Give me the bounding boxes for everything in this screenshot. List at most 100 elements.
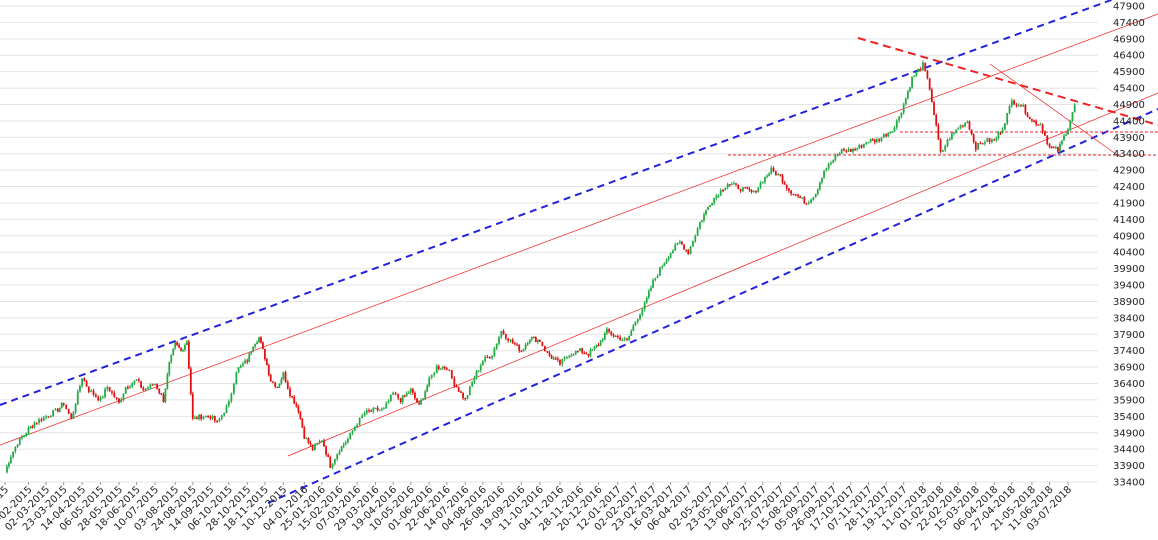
candle-up — [709, 205, 711, 207]
candle-up — [948, 139, 951, 141]
candle-up — [946, 139, 949, 147]
candle-up — [21, 436, 23, 439]
candle-up — [1065, 134, 1067, 136]
candle-down — [295, 403, 298, 407]
candle-up — [154, 383, 156, 386]
candle-up — [211, 415, 214, 419]
candle-down — [1048, 143, 1051, 147]
candle-down — [370, 410, 373, 413]
candle-down — [805, 203, 808, 205]
candle-down — [126, 387, 129, 389]
candle-up — [623, 338, 626, 340]
candle-down — [873, 139, 876, 143]
candle-up — [475, 371, 478, 378]
candle-up — [430, 375, 433, 378]
candle-down — [797, 194, 799, 197]
candle-up — [365, 410, 368, 414]
candle-up — [81, 378, 84, 386]
candle-down — [746, 187, 749, 189]
candle-down — [687, 249, 690, 255]
candle-up — [401, 395, 404, 403]
candle-up — [170, 354, 173, 362]
candle-up — [621, 339, 624, 341]
candle-down — [191, 393, 194, 419]
candle-up — [1069, 120, 1072, 130]
candle-up — [986, 138, 989, 142]
candle-up — [239, 365, 242, 368]
candle-down — [142, 387, 145, 391]
candle-down — [411, 388, 414, 393]
candle-up — [129, 386, 131, 388]
candle-up — [832, 160, 835, 163]
candle-up — [606, 328, 608, 334]
candle-up — [663, 263, 666, 267]
candle-up — [759, 182, 762, 188]
candle-down — [200, 414, 203, 419]
candle-up — [420, 400, 423, 405]
candle-up — [696, 228, 699, 236]
candle-up — [361, 415, 364, 418]
candle-down — [849, 148, 852, 152]
candle-down — [608, 328, 610, 332]
candle-up — [342, 444, 345, 447]
candle-up — [104, 389, 106, 397]
candle-up — [825, 168, 828, 171]
candle-up — [654, 277, 657, 280]
candle-up — [250, 351, 253, 354]
candle-down — [926, 71, 929, 79]
candle-up — [232, 383, 235, 394]
candle-down — [209, 416, 212, 419]
candle-down — [937, 125, 940, 140]
candle-down — [772, 167, 775, 172]
candle-up — [672, 250, 674, 253]
candle-down — [488, 356, 491, 359]
y-tick-label: 43400 — [1113, 149, 1145, 160]
candle-up — [630, 330, 633, 336]
candle-down — [974, 141, 977, 150]
candle-up — [101, 396, 104, 399]
candle-down — [1044, 132, 1046, 136]
candle-up — [358, 417, 361, 425]
candle-down — [151, 384, 154, 386]
candle-up — [847, 148, 850, 152]
candle-up — [816, 189, 819, 195]
candle-up — [995, 137, 998, 140]
candle-up — [715, 195, 718, 199]
candle-down — [416, 398, 418, 403]
candle-down — [860, 145, 863, 148]
candle-down — [448, 369, 451, 371]
candle-down — [445, 368, 448, 370]
candle-up — [810, 199, 812, 203]
candle-up — [1022, 105, 1025, 107]
candle-up — [944, 146, 947, 151]
candle-down — [744, 187, 747, 189]
candle-down — [437, 366, 440, 369]
candle-down — [311, 444, 314, 451]
candle-up — [484, 356, 487, 361]
candle-down — [403, 395, 406, 397]
candle-down — [1020, 105, 1022, 107]
candle-down — [999, 132, 1002, 134]
candle-up — [172, 348, 175, 355]
candle-up — [42, 417, 45, 421]
candle-up — [242, 363, 244, 366]
candle-up — [977, 143, 979, 150]
candle-down — [885, 134, 887, 137]
candle-up — [713, 198, 716, 204]
candle-up — [351, 430, 354, 434]
candle-up — [867, 142, 870, 144]
candle-up — [493, 348, 496, 356]
candle-up — [18, 437, 21, 445]
candle-down — [774, 171, 777, 176]
candle-up — [891, 131, 894, 133]
candle-up — [182, 349, 184, 352]
candle-down — [559, 359, 561, 365]
candle-up — [278, 383, 281, 388]
candle-up — [477, 370, 480, 372]
y-tick-label: 47400 — [1113, 18, 1145, 29]
candle-down — [286, 382, 289, 389]
candle-up — [636, 319, 639, 322]
candle-down — [970, 129, 973, 134]
candle-down — [1050, 146, 1053, 149]
candle-up — [563, 357, 566, 360]
